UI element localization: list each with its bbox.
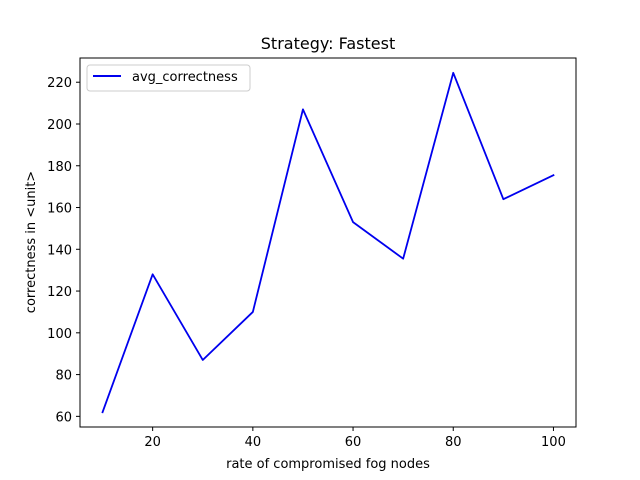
- series-line-avg-correctness: [101, 71, 555, 414]
- x-tick-label: 60: [345, 435, 362, 450]
- y-tick-label: 60: [55, 410, 72, 425]
- series-layer: [101, 71, 555, 414]
- y-tick-label: 80: [55, 369, 72, 384]
- y-tick-label: 120: [47, 285, 72, 300]
- x-tick-label: 40: [245, 435, 262, 450]
- y-tick-label: 200: [47, 118, 72, 133]
- y-axis-ticks: 60 80 100 120 140 160 180 200 220: [47, 76, 80, 425]
- x-tick-label: 100: [541, 435, 566, 450]
- y-tick-label: 220: [47, 76, 72, 91]
- x-tick-label: 80: [445, 435, 462, 450]
- legend-label-avg-correctness: avg_correctness: [132, 70, 238, 85]
- chart-title: Strategy: Fastest: [261, 34, 395, 53]
- y-tick-label: 160: [47, 202, 72, 217]
- y-tick-label: 100: [47, 327, 72, 342]
- x-axis-ticks: 20 40 60 80 100: [144, 427, 566, 450]
- x-axis-label: rate of compromised fog nodes: [226, 457, 430, 472]
- plot-area-frame: [79, 57, 577, 428]
- legend: avg_correctness: [86, 64, 251, 92]
- y-tick-label: 140: [47, 243, 72, 258]
- y-axis-label: correctness in <unit>: [24, 171, 39, 313]
- y-tick-label: 180: [47, 160, 72, 175]
- legend-frame: [86, 64, 251, 92]
- x-tick-label: 20: [144, 435, 161, 450]
